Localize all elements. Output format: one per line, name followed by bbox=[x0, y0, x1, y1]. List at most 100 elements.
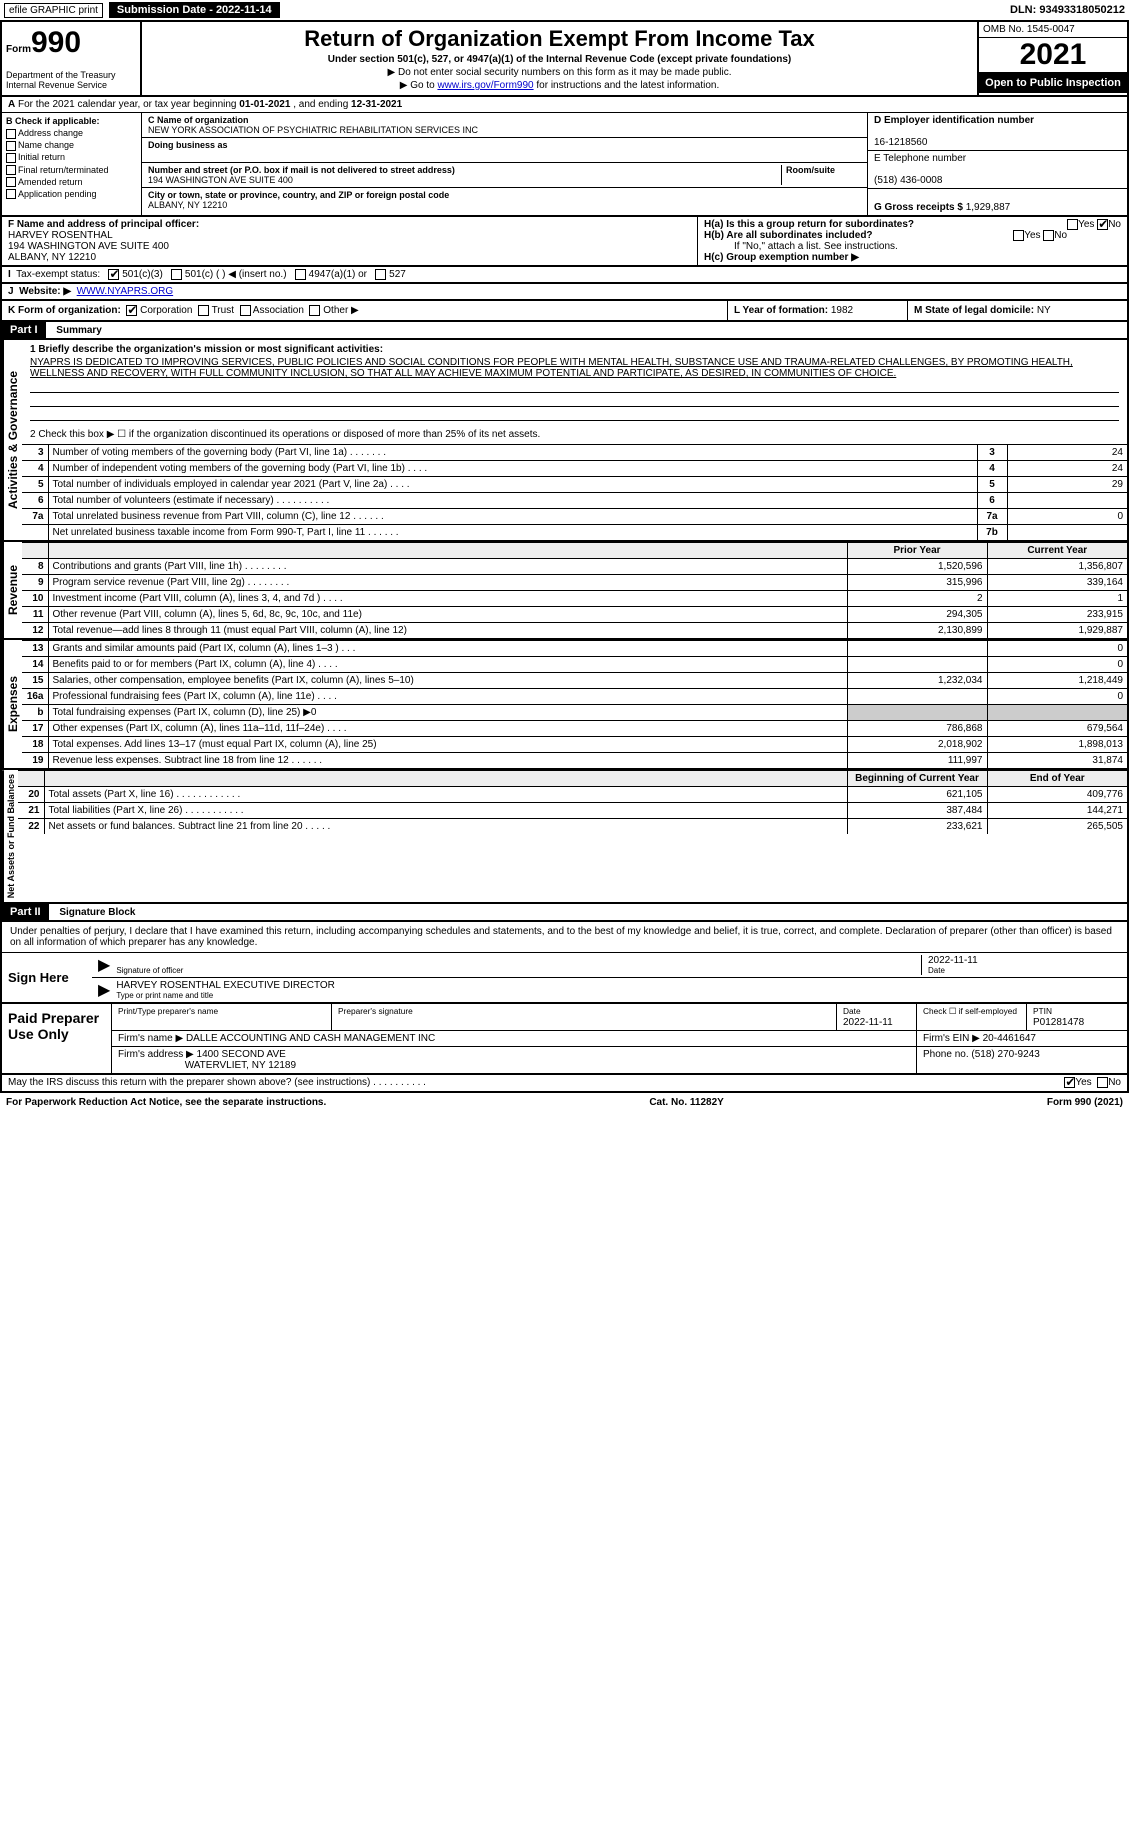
discuss-yes: Yes bbox=[1075, 1078, 1091, 1089]
firm-name: DALLE ACCOUNTING AND CASH MANAGEMENT INC bbox=[186, 1033, 435, 1044]
part1-header-row: Part I Summary bbox=[0, 322, 1129, 340]
row-klm: K Form of organization: Corporation Trus… bbox=[0, 301, 1129, 322]
blank-line bbox=[30, 409, 1119, 421]
k-assoc-chk[interactable] bbox=[240, 305, 251, 316]
hint-post: for instructions and the latest informat… bbox=[534, 80, 720, 91]
prep-date-label: Date bbox=[843, 1006, 861, 1016]
table-row: 6Total number of volunteers (estimate if… bbox=[22, 493, 1127, 509]
i-527-chk[interactable] bbox=[375, 269, 386, 280]
hb-no-chk[interactable] bbox=[1043, 230, 1054, 241]
f-label: F Name and address of principal officer: bbox=[8, 219, 199, 230]
table-row: 15Salaries, other compensation, employee… bbox=[22, 673, 1127, 689]
m-label: M State of legal domicile: bbox=[914, 305, 1034, 316]
table-row: 18Total expenses. Add lines 13–17 (must … bbox=[22, 737, 1127, 753]
opt-pending: Application pending bbox=[18, 189, 97, 199]
firm-addr-label: Firm's address ▶ bbox=[118, 1049, 194, 1060]
hb-row: H(b) Are all subordinates included? Yes … bbox=[704, 230, 1121, 241]
col-b: B Check if applicable: Address change Na… bbox=[2, 113, 142, 215]
chk-name[interactable] bbox=[6, 141, 16, 151]
chk-final[interactable] bbox=[6, 165, 16, 175]
bottom-note: For Paperwork Reduction Act Notice, see … bbox=[0, 1093, 1129, 1112]
dln-label: DLN: 93493318050212 bbox=[1010, 4, 1125, 16]
officer-addr1: 194 WASHINGTON AVE SUITE 400 bbox=[8, 241, 169, 252]
side-revenue: Revenue bbox=[2, 542, 22, 638]
table-revenue: Prior YearCurrent Year 8Contributions an… bbox=[22, 542, 1127, 638]
name-title-label: Type or print name and title bbox=[116, 991, 1121, 1000]
ha-label: H(a) Is this a group return for subordin… bbox=[704, 219, 914, 230]
sig-date-label: Date bbox=[928, 966, 1121, 975]
tel-label: E Telephone number bbox=[874, 153, 966, 164]
ein-label: D Employer identification number bbox=[874, 115, 1034, 126]
i-opt2: 501(c) ( ) ◀ (insert no.) bbox=[185, 269, 287, 280]
chk-initial[interactable] bbox=[6, 153, 16, 163]
table-ag: 3Number of voting members of the governi… bbox=[22, 444, 1127, 540]
table-expenses: 13Grants and similar amounts paid (Part … bbox=[22, 640, 1127, 768]
ptin-value: P01281478 bbox=[1033, 1017, 1084, 1028]
firm-phone: (518) 270-9243 bbox=[971, 1049, 1039, 1060]
tax-year: 2021 bbox=[979, 38, 1127, 73]
table-row: 14Benefits paid to or for members (Part … bbox=[22, 657, 1127, 673]
i-501c3-chk[interactable] bbox=[108, 269, 119, 280]
table-row: 20Total assets (Part X, line 16) . . . .… bbox=[18, 787, 1127, 803]
side-expenses: Expenses bbox=[2, 640, 22, 768]
ha-no-chk[interactable] bbox=[1097, 219, 1108, 230]
cat-no: Cat. No. 11282Y bbox=[649, 1097, 723, 1108]
ha-yes: Yes bbox=[1078, 219, 1094, 230]
col-boy: Beginning of Current Year bbox=[847, 771, 987, 787]
signature-block: Under penalties of perjury, I declare th… bbox=[0, 922, 1129, 1004]
form-title: Return of Organization Exempt From Incom… bbox=[150, 26, 969, 52]
part2-title: Signature Block bbox=[51, 907, 135, 918]
i-501c-chk[interactable] bbox=[171, 269, 182, 280]
k-corp: Corporation bbox=[140, 305, 192, 316]
city-value: ALBANY, NY 12210 bbox=[148, 200, 227, 210]
chk-amended[interactable] bbox=[6, 177, 16, 187]
opt-initial: Initial return bbox=[18, 152, 65, 162]
ha-row: H(a) Is this a group return for subordin… bbox=[704, 219, 1121, 230]
col-eoy: End of Year bbox=[987, 771, 1127, 787]
prep-name-label: Print/Type preparer's name bbox=[118, 1006, 218, 1016]
chk-pending[interactable] bbox=[6, 189, 16, 199]
room-label: Room/suite bbox=[786, 165, 835, 175]
ha-yes-chk[interactable] bbox=[1067, 219, 1078, 230]
blank-line bbox=[30, 395, 1119, 407]
efile-label: efile GRAPHIC print bbox=[4, 3, 103, 18]
k-trust-chk[interactable] bbox=[198, 305, 209, 316]
table-row: 3Number of voting members of the governi… bbox=[22, 445, 1127, 461]
opt-final: Final return/terminated bbox=[18, 165, 109, 175]
dba-label: Doing business as bbox=[148, 140, 228, 150]
i-opt1: 501(c)(3) bbox=[122, 269, 163, 280]
submission-date-button[interactable]: Submission Date - 2022-11-14 bbox=[109, 2, 280, 18]
k-other-chk[interactable] bbox=[309, 305, 320, 316]
arrow-icon: ▶ bbox=[98, 955, 110, 975]
website-link[interactable]: WWW.NYAPRS.ORG bbox=[77, 286, 173, 297]
declaration-text: Under penalties of perjury, I declare th… bbox=[2, 922, 1127, 952]
part1-badge: Part I bbox=[2, 322, 46, 338]
discuss-no: No bbox=[1108, 1078, 1121, 1089]
line1-label: 1 Briefly describe the organization's mi… bbox=[30, 344, 383, 355]
chk-address[interactable] bbox=[6, 129, 16, 139]
i-label: I bbox=[8, 269, 11, 280]
i-4947-chk[interactable] bbox=[295, 269, 306, 280]
hb-label: H(b) Are all subordinates included? bbox=[704, 230, 873, 241]
part2-badge: Part II bbox=[2, 904, 49, 920]
row-a: A For the 2021 calendar year, or tax yea… bbox=[0, 97, 1129, 113]
k-corp-chk[interactable] bbox=[126, 305, 137, 316]
mission-text: NYAPRS IS DEDICATED TO IMPROVING SERVICE… bbox=[30, 357, 1119, 379]
firm-phone-label: Phone no. bbox=[923, 1049, 969, 1060]
col-current-year: Current Year bbox=[987, 543, 1127, 559]
hb-yes-chk[interactable] bbox=[1013, 230, 1024, 241]
hc-row: H(c) Group exemption number ▶ bbox=[704, 252, 1121, 263]
org-name: NEW YORK ASSOCIATION OF PSYCHIATRIC REHA… bbox=[148, 125, 478, 135]
table-row: 22Net assets or fund balances. Subtract … bbox=[18, 819, 1127, 835]
dept-label: Department of the Treasury Internal Reve… bbox=[6, 71, 136, 91]
irs-link[interactable]: www.irs.gov/Form990 bbox=[437, 80, 533, 91]
firm-addr1: 1400 SECOND AVE bbox=[197, 1049, 286, 1060]
table-row: 7aTotal unrelated business revenue from … bbox=[22, 509, 1127, 525]
table-row: 4Number of independent voting members of… bbox=[22, 461, 1127, 477]
discuss-no-chk[interactable] bbox=[1097, 1077, 1108, 1088]
sig-officer-label: Signature of officer bbox=[116, 966, 921, 975]
side-activities: Activities & Governance bbox=[2, 340, 22, 540]
discuss-yes-chk[interactable] bbox=[1064, 1077, 1075, 1088]
ein-value: 16-1218560 bbox=[874, 137, 927, 148]
opt-name: Name change bbox=[18, 140, 74, 150]
